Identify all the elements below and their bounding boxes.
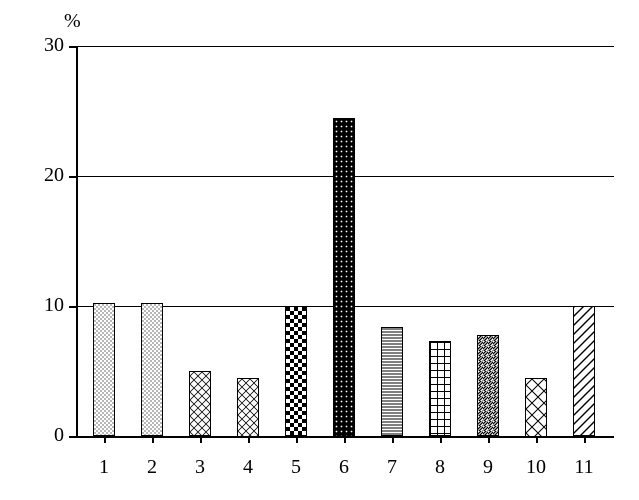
y-axis-unit-label: % (64, 10, 81, 33)
bar (237, 378, 259, 437)
x-tick-mark (488, 436, 490, 443)
y-tick-mark (69, 176, 76, 178)
x-tick-mark (104, 436, 106, 443)
x-tick-mark (392, 436, 394, 443)
bar (429, 341, 451, 436)
bar (477, 335, 499, 436)
bar (141, 303, 163, 436)
x-tick-label: 8 (422, 456, 458, 479)
bar (93, 303, 115, 436)
x-tick-mark (296, 436, 298, 443)
x-tick-label: 11 (566, 456, 602, 479)
x-tick-label: 2 (134, 456, 170, 479)
y-tick-mark (69, 46, 76, 48)
x-tick-mark (200, 436, 202, 443)
x-tick-label: 4 (230, 456, 266, 479)
x-tick-mark (344, 436, 346, 443)
bar (381, 327, 403, 436)
bar (333, 118, 355, 437)
bar (189, 371, 211, 436)
y-tick-label: 0 (28, 424, 64, 447)
bar (573, 306, 595, 436)
x-tick-mark (152, 436, 154, 443)
bar (285, 306, 307, 436)
y-tick-mark (69, 306, 76, 308)
x-tick-mark (440, 436, 442, 443)
x-tick-label: 9 (470, 456, 506, 479)
x-tick-label: 5 (278, 456, 314, 479)
y-tick-mark (69, 436, 76, 438)
bar-chart: % 0 10 20 30 123456789 10 11 (0, 0, 639, 500)
x-tick-label: 10 (518, 456, 554, 479)
x-tick-mark (248, 436, 250, 443)
y-tick-label: 30 (28, 34, 64, 57)
y-tick-label: 10 (28, 294, 64, 317)
gridline (76, 46, 614, 47)
y-axis (76, 46, 78, 436)
x-tick-label: 1 (86, 456, 122, 479)
y-tick-label: 20 (28, 164, 64, 187)
x-tick-mark (584, 436, 586, 443)
x-tick-mark (536, 436, 538, 443)
bar (525, 378, 547, 437)
x-tick-label: 7 (374, 456, 410, 479)
x-tick-label: 6 (326, 456, 362, 479)
x-tick-label: 3 (182, 456, 218, 479)
